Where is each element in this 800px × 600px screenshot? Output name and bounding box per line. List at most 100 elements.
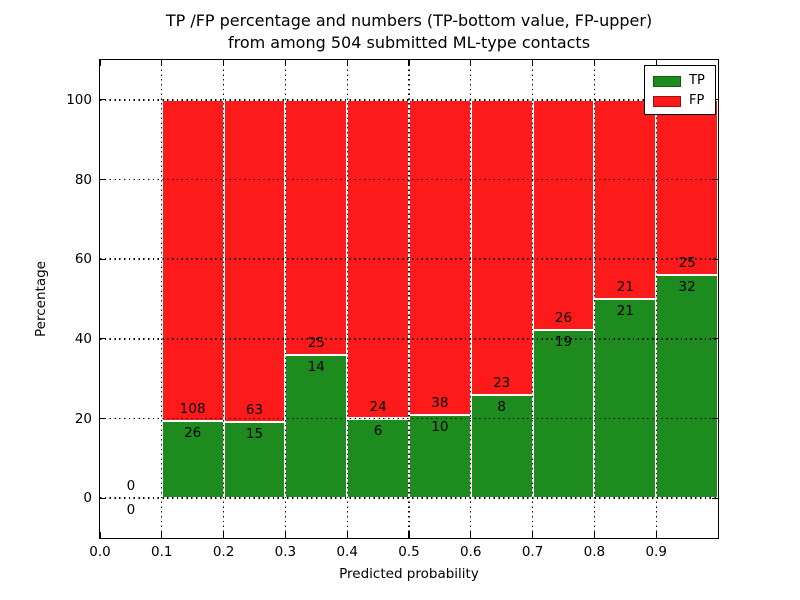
bar-count-label-tp: 10 xyxy=(431,419,449,436)
x-tick-label: 0.4 xyxy=(336,544,358,560)
legend-label: FP xyxy=(689,93,705,108)
y-axis-label: Percentage xyxy=(33,261,49,337)
bar-count-label-tp: 15 xyxy=(245,425,264,442)
bar-segment-tp xyxy=(656,274,718,499)
tick-mark-y-right xyxy=(712,338,718,340)
chart-title-line2: from among 504 submitted ML-type contact… xyxy=(227,33,591,52)
tick-mark-x-top xyxy=(531,60,534,66)
bar-count-label-tp: 6 xyxy=(373,422,383,439)
gridline-vertical xyxy=(408,60,410,538)
x-tick-label: 0.0 xyxy=(89,544,111,560)
tick-mark-x-top xyxy=(408,60,410,66)
plot-area: 0 0 108 26 63 15 25 14 24 6 38 10 23 8 26 19 21 21 25 32 xyxy=(100,60,718,538)
gridline-vertical xyxy=(222,60,225,538)
tick-mark-x-bottom xyxy=(655,532,657,538)
tick-mark-x-top xyxy=(655,60,657,66)
gridline-vertical xyxy=(161,60,163,538)
bar-segment-fp xyxy=(409,99,471,416)
tick-mark-x-bottom xyxy=(531,532,534,538)
legend-swatch-fp xyxy=(653,95,681,107)
bar-segment-fp xyxy=(223,99,286,422)
gridline-vertical xyxy=(346,60,348,538)
bar-count-label-fp: 63 xyxy=(245,401,264,418)
bar-count-label-fp: 24 xyxy=(369,398,387,415)
tick-mark-x-top xyxy=(284,60,287,66)
tick-mark-y-left xyxy=(100,417,106,420)
bar-segment-tp xyxy=(285,355,348,499)
y-tick-label: 0 xyxy=(83,490,92,507)
bar-segment-fp xyxy=(285,99,348,356)
tick-mark-x-bottom xyxy=(408,532,410,538)
bar-count-label-tp: 0 xyxy=(126,502,136,519)
y-tick-label: 60 xyxy=(74,251,92,268)
x-tick-label: 0.2 xyxy=(212,544,235,560)
x-tick-label: 0.7 xyxy=(521,544,544,560)
bar-count-label-fp: 21 xyxy=(616,279,634,295)
bar-count-label-fp: 108 xyxy=(179,400,206,417)
tick-mark-x-bottom xyxy=(161,532,163,538)
tick-mark-y-left xyxy=(100,99,106,101)
legend: TP FP xyxy=(644,65,716,115)
tick-mark-y-left xyxy=(100,258,106,260)
tick-mark-x-top xyxy=(346,60,348,66)
tick-mark-x-bottom xyxy=(470,532,472,538)
x-tick-label: 0.3 xyxy=(274,544,297,560)
bar-segment-fp xyxy=(656,99,718,275)
tick-mark-x-bottom xyxy=(284,532,287,538)
y-tick-label: 40 xyxy=(74,330,92,347)
bar-segment-fp xyxy=(594,99,657,299)
tick-mark-x-bottom xyxy=(346,532,348,538)
tick-mark-y-right xyxy=(712,178,718,181)
tick-mark-x-bottom xyxy=(593,532,596,538)
tick-mark-y-left xyxy=(100,178,106,181)
legend-label: TP xyxy=(689,73,705,88)
bar-count-label-tp: 19 xyxy=(554,333,573,350)
legend-item: FP xyxy=(653,92,715,110)
tick-mark-x-top xyxy=(161,60,163,66)
tick-mark-x-top xyxy=(593,60,596,66)
legend-swatch-tp xyxy=(653,75,681,87)
bar-segment-tp xyxy=(594,299,657,499)
y-tick-label: 80 xyxy=(74,171,92,188)
tick-mark-x-top xyxy=(100,60,101,66)
gridline-vertical xyxy=(655,60,657,538)
y-tick-label: 100 xyxy=(66,91,92,108)
bar-segment-fp xyxy=(161,99,224,421)
bar-count-label-tp: 8 xyxy=(497,399,506,416)
bar-segment-fp xyxy=(532,99,595,330)
x-axis-label: Predicted probability xyxy=(339,566,479,582)
bar-segment-tp xyxy=(532,329,595,499)
chart-title-line1: TP /FP percentage and numbers (TP-bottom… xyxy=(165,11,653,30)
bar-count-label-fp: 0 xyxy=(126,478,136,495)
gridline-vertical xyxy=(470,60,472,538)
tick-mark-y-left xyxy=(100,497,106,499)
tick-mark-x-bottom xyxy=(222,532,225,538)
bar-segment-fp xyxy=(470,99,533,396)
tick-mark-x-top xyxy=(222,60,225,66)
x-tick-label: 0.9 xyxy=(645,544,667,560)
bar-count-label-fp: 25 xyxy=(307,335,325,352)
tick-mark-x-top xyxy=(470,60,472,66)
bar-count-label-fp: 26 xyxy=(554,309,573,326)
bar-count-label-tp: 32 xyxy=(678,278,696,295)
bar-count-label-fp: 25 xyxy=(678,254,696,271)
x-tick-label: 0.1 xyxy=(151,544,173,560)
y-tick-label: 20 xyxy=(74,410,92,427)
tick-mark-y-right xyxy=(712,258,718,260)
x-tick-label: 0.5 xyxy=(398,544,420,560)
tick-mark-y-right xyxy=(712,417,718,420)
tick-mark-y-right xyxy=(712,497,718,499)
bar-count-label-fp: 23 xyxy=(493,375,511,392)
x-tick-label: 0.6 xyxy=(460,544,482,560)
tick-mark-y-left xyxy=(100,338,106,340)
gridline-vertical xyxy=(531,60,534,538)
x-tick-label: 0.8 xyxy=(583,544,606,560)
bar-segment-tp xyxy=(223,421,286,499)
legend-item: TP xyxy=(653,72,715,90)
bar-count-label-tp: 26 xyxy=(184,424,202,441)
gridline-vertical xyxy=(593,60,596,538)
gridline-vertical xyxy=(284,60,287,538)
bar-count-label-tp: 21 xyxy=(616,303,634,319)
tick-mark-x-bottom xyxy=(100,532,101,538)
